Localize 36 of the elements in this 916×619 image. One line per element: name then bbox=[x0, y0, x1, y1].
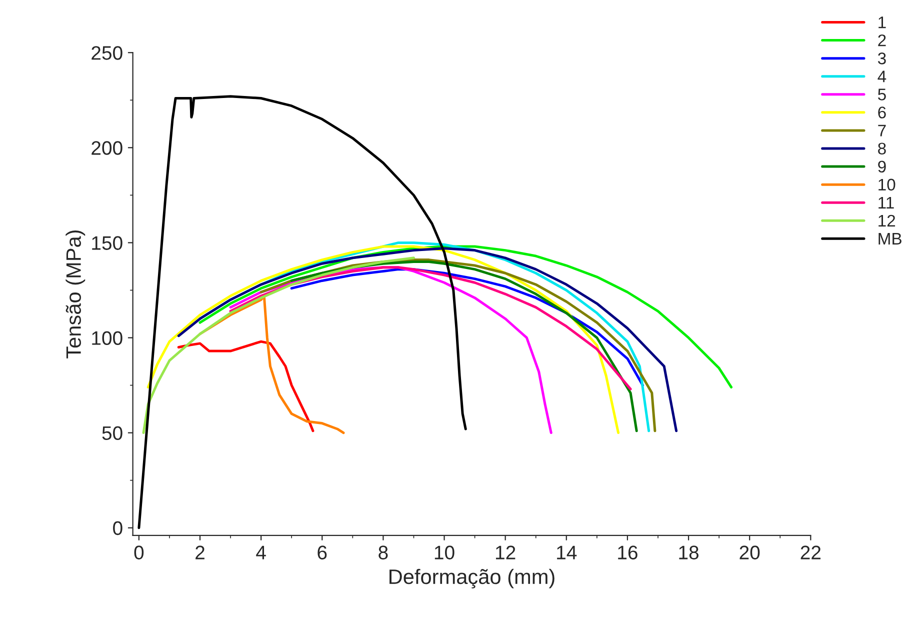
x-tick-label: 14 bbox=[557, 546, 577, 560]
legend-label: 7 bbox=[878, 124, 886, 136]
x-tick-label: 2 bbox=[196, 546, 204, 560]
line-series bbox=[177, 340, 314, 432]
y-tick-label: 200 bbox=[92, 141, 122, 155]
legend-label: 5 bbox=[878, 88, 886, 100]
x-tick-label: 18 bbox=[679, 546, 698, 560]
x-tick-label: 20 bbox=[740, 546, 760, 560]
line-series bbox=[142, 256, 415, 434]
y-tick-label: 150 bbox=[92, 236, 122, 250]
legend-label: 6 bbox=[878, 106, 886, 118]
x-tick-label: 8 bbox=[378, 546, 388, 560]
x-tick-label: 12 bbox=[496, 546, 516, 560]
x-tick-label: 4 bbox=[256, 546, 266, 560]
legend-label: 10 bbox=[878, 178, 896, 191]
x-tick-label: 10 bbox=[434, 546, 454, 560]
y-tick-label: 50 bbox=[102, 426, 122, 440]
line-series bbox=[138, 95, 467, 530]
x-tick-label: 22 bbox=[800, 546, 820, 560]
y-tick-label: 100 bbox=[92, 331, 122, 345]
x-tick-label: 16 bbox=[618, 546, 638, 560]
x-tick-label: 0 bbox=[134, 546, 144, 560]
y-tick-label: 0 bbox=[113, 521, 122, 536]
legend-label: 3 bbox=[878, 52, 886, 64]
y-tick-label: 250 bbox=[92, 46, 122, 60]
y-axis-title: Tensão (MPa) bbox=[66, 230, 86, 358]
x-axis-title: Deformação (mm) bbox=[390, 568, 554, 588]
legend-label: 12 bbox=[878, 214, 896, 226]
legend-label: MB bbox=[878, 233, 902, 245]
legend-label: 2 bbox=[878, 34, 886, 46]
legend-label: 4 bbox=[878, 70, 886, 82]
legend-label: 11 bbox=[878, 196, 894, 208]
legend-label: 9 bbox=[878, 160, 886, 173]
x-tick-label: 6 bbox=[318, 546, 327, 560]
legend-label: 1 bbox=[878, 16, 886, 28]
legend-label: 8 bbox=[878, 142, 886, 154]
